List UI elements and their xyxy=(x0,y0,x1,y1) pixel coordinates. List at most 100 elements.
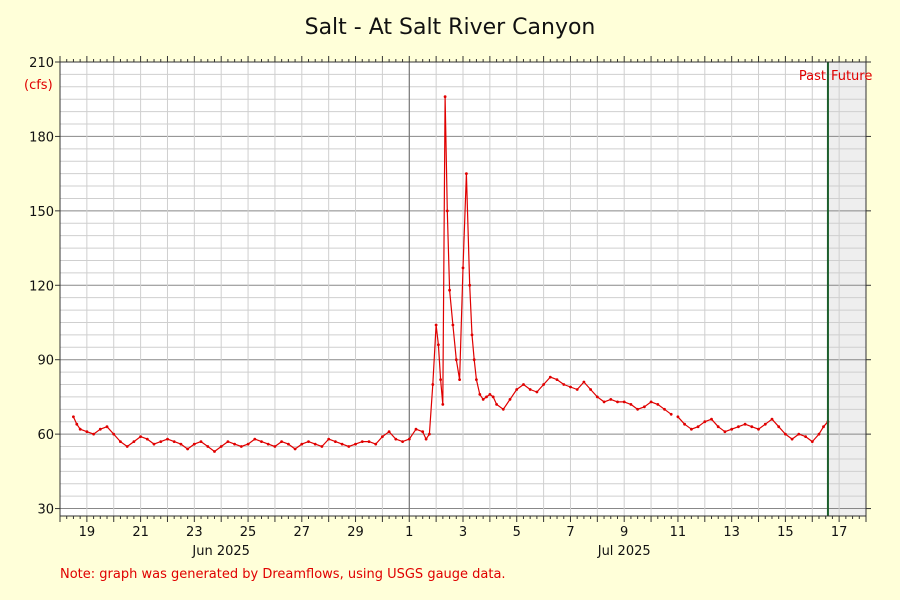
data-point xyxy=(273,445,277,448)
footnote: Note: graph was generated by Dreamflows,… xyxy=(60,567,506,582)
data-point xyxy=(340,442,344,446)
data-point xyxy=(508,398,512,401)
data-point xyxy=(132,440,136,443)
x-tick-label: 29 xyxy=(347,525,364,540)
data-point xyxy=(485,395,488,399)
data-point xyxy=(461,266,465,270)
data-point xyxy=(750,425,754,429)
data-point xyxy=(575,388,579,391)
data-point xyxy=(78,427,82,431)
data-point xyxy=(266,442,270,446)
data-point xyxy=(663,407,666,411)
data-point xyxy=(139,435,143,438)
x-tick-label: 9 xyxy=(620,525,628,540)
y-tick-label: 120 xyxy=(29,279,54,294)
data-point xyxy=(381,435,384,438)
x-tick-label: 23 xyxy=(186,525,203,540)
data-point xyxy=(468,283,472,287)
data-point xyxy=(522,383,525,386)
data-point xyxy=(313,442,317,446)
data-point xyxy=(716,425,720,429)
data-point xyxy=(822,425,825,429)
data-point xyxy=(374,442,378,446)
data-point xyxy=(260,440,263,443)
data-point xyxy=(213,450,216,453)
x-tick-label: 11 xyxy=(670,525,687,540)
data-point xyxy=(478,393,482,396)
y-tick-label: 150 xyxy=(29,205,54,220)
data-point xyxy=(528,388,532,391)
x-tick-label: 1 xyxy=(405,525,413,540)
data-point xyxy=(810,440,814,443)
data-point xyxy=(569,385,572,389)
data-point xyxy=(737,425,740,429)
x-tick-label: 27 xyxy=(294,525,311,540)
y-axis-unit: (cfs) xyxy=(24,78,53,93)
data-point xyxy=(501,407,505,411)
data-point xyxy=(616,400,619,404)
data-point xyxy=(233,442,237,446)
data-point xyxy=(548,375,552,379)
data-point xyxy=(622,400,626,404)
data-point xyxy=(488,393,492,396)
data-point xyxy=(602,400,606,404)
data-point xyxy=(424,437,428,441)
data-point xyxy=(656,403,660,406)
data-point xyxy=(443,95,447,99)
data-point xyxy=(172,440,176,443)
data-point xyxy=(763,422,767,426)
data-point xyxy=(206,445,210,448)
data-point xyxy=(354,442,357,446)
data-point xyxy=(649,400,653,404)
data-point xyxy=(394,437,398,441)
x-tick-label: 17 xyxy=(831,525,848,540)
data-point xyxy=(226,440,230,443)
data-point xyxy=(582,380,586,384)
x-tick-label: 7 xyxy=(566,525,574,540)
data-point xyxy=(696,425,700,429)
data-point xyxy=(105,425,109,429)
data-point xyxy=(280,440,283,443)
data-point xyxy=(676,415,680,419)
data-point xyxy=(192,442,196,446)
data-point xyxy=(92,432,95,436)
data-point xyxy=(470,333,474,337)
data-point xyxy=(609,398,613,401)
data-point xyxy=(360,440,364,443)
data-point xyxy=(253,437,257,441)
y-tick-label: 90 xyxy=(37,354,54,369)
x-tick-label: 13 xyxy=(723,525,740,540)
data-point xyxy=(770,417,774,421)
data-point xyxy=(472,358,476,362)
data-point xyxy=(186,447,190,451)
data-point xyxy=(246,442,250,446)
data-point xyxy=(703,420,707,424)
data-point xyxy=(85,430,89,434)
data-point xyxy=(797,432,801,436)
data-point xyxy=(790,437,794,441)
x-tick-label: 19 xyxy=(79,525,96,540)
data-point xyxy=(669,412,673,416)
data-point xyxy=(166,437,169,441)
x-month-label: Jun 2025 xyxy=(191,544,250,559)
data-point xyxy=(98,427,102,431)
x-tick-label: 25 xyxy=(240,525,257,540)
data-point xyxy=(431,383,435,386)
data-point xyxy=(743,422,747,426)
x-tick-label: 5 xyxy=(513,525,521,540)
future-label: Future xyxy=(831,69,872,84)
data-point xyxy=(300,442,304,446)
data-point xyxy=(465,172,468,176)
data-point xyxy=(683,422,686,426)
data-point xyxy=(347,445,351,448)
data-point xyxy=(441,403,445,406)
data-point xyxy=(589,388,592,391)
data-point xyxy=(112,432,116,436)
data-point xyxy=(445,209,449,213)
data-point xyxy=(643,405,646,409)
data-point xyxy=(757,427,760,431)
x-tick-label: 21 xyxy=(132,525,149,540)
data-point xyxy=(448,288,451,292)
data-point xyxy=(555,378,559,381)
data-point xyxy=(307,440,310,443)
